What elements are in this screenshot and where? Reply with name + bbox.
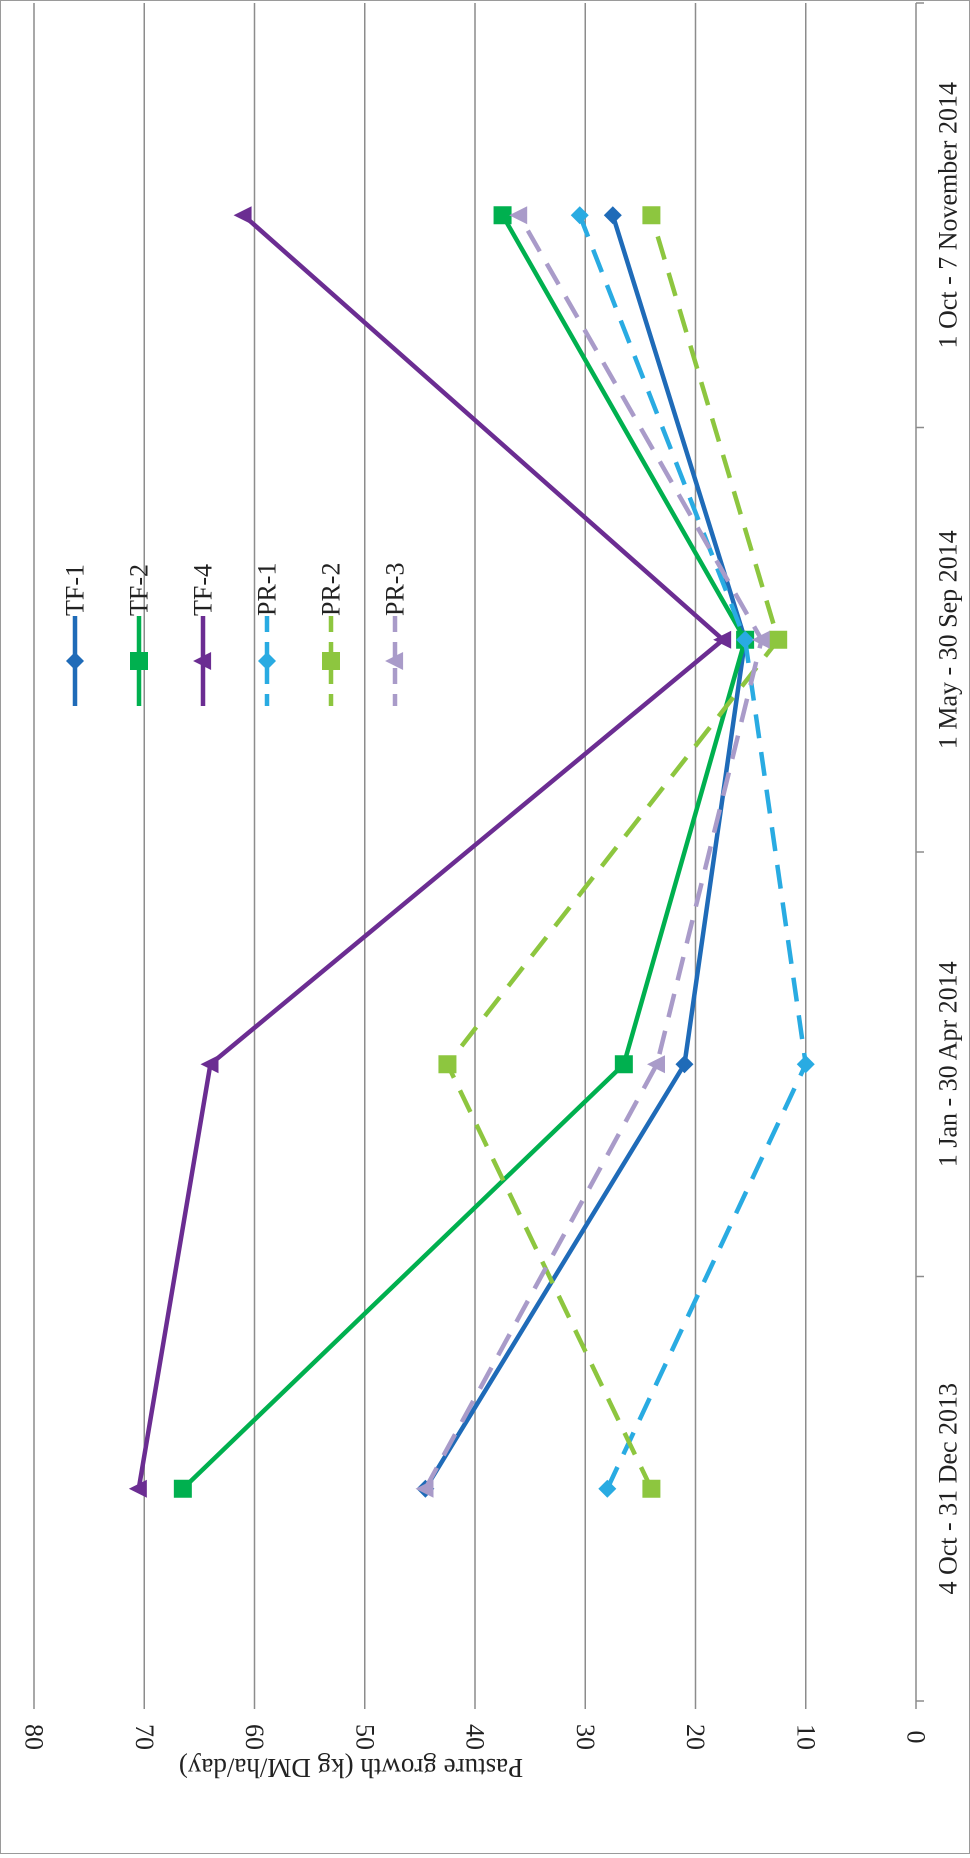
legend-item: PR-2: [317, 563, 346, 706]
data-point: [647, 1055, 666, 1074]
data-point: [493, 206, 512, 225]
legend-label: PR-2: [317, 563, 346, 616]
y-tick-label: 70: [130, 1724, 159, 1750]
data-point: [509, 206, 528, 225]
series-line: [577, 214, 808, 1490]
y-tick-labels: 0 10 20 30 40 50 60 70 80: [20, 1701, 931, 1750]
data-point: [642, 206, 661, 225]
y-tick-label: 80: [20, 1724, 49, 1750]
legend-marker: [193, 652, 212, 670]
data-point: [769, 630, 788, 649]
y-tick-label: 30: [571, 1724, 600, 1750]
legend-item: TF-1: [61, 564, 90, 706]
series-group: [128, 206, 815, 1498]
gridlines: [33, 3, 807, 1701]
legend-label: TF-2: [125, 564, 154, 616]
legend-item: PR-3: [381, 563, 410, 706]
series-tf-4: [128, 206, 732, 1498]
data-point: [713, 630, 732, 649]
series-line: [423, 214, 748, 1490]
legend-marker: [66, 652, 84, 670]
legend-marker: [258, 652, 276, 670]
series-line: [136, 213, 726, 1490]
y-axis-title: Pasture growth (kg DM/ha/day): [179, 1753, 523, 1783]
series-pr-2: [438, 206, 788, 1498]
legend-label: PR-3: [381, 563, 410, 616]
legend-marker: [322, 652, 340, 670]
series-line: [181, 214, 748, 1491]
series-line: [423, 214, 764, 1490]
x-category-labels: 4 Oct - 31 Dec 2013 1 Jan - 30 Apr 2014 1 …: [934, 82, 963, 1595]
x-category-label: 1 Oct - 7 November 2014: [934, 82, 963, 348]
data-point: [173, 1479, 192, 1498]
category-ticks: [916, 2, 924, 1702]
data-point: [736, 630, 755, 649]
legend-label: PR-1: [253, 563, 282, 616]
x-category-label: 1 May - 30 Sep 2014: [934, 530, 963, 749]
legend-marker: [385, 652, 404, 670]
legend-item: TF-4: [189, 564, 218, 706]
legend-label: TF-4: [189, 564, 218, 616]
data-point: [603, 206, 622, 225]
legend-item: TF-2: [125, 564, 154, 706]
y-tick-label: 40: [461, 1724, 490, 1750]
data-point: [642, 1479, 661, 1498]
data-point: [438, 1055, 457, 1074]
data-point: [751, 630, 770, 649]
series-line: [445, 214, 781, 1490]
legend: TF-1 TF-2 TF-4 PR-1 PR-2 PR-3: [61, 563, 410, 706]
y-tick-label: 20: [681, 1724, 710, 1750]
data-point: [675, 1055, 694, 1074]
series-pr-1: [570, 206, 815, 1498]
data-point: [614, 1055, 633, 1074]
data-point: [570, 206, 589, 225]
y-tick-label: 0: [902, 1731, 931, 1744]
x-category-label: 4 Oct - 31 Dec 2013: [934, 1383, 963, 1595]
data-point: [233, 206, 252, 225]
y-tick-label: 60: [240, 1724, 269, 1750]
data-point: [128, 1479, 147, 1498]
data-point: [598, 1479, 617, 1498]
series-pr-3: [415, 206, 770, 1498]
data-point: [415, 1479, 434, 1498]
legend-marker: [130, 652, 148, 670]
legend-item: PR-1: [253, 563, 282, 706]
x-category-label: 1 Jan - 30 Apr 2014: [934, 961, 963, 1167]
y-tick-label: 10: [791, 1724, 820, 1750]
y-tick-label: 50: [350, 1724, 379, 1750]
legend-label: TF-1: [61, 564, 90, 616]
data-point: [796, 1055, 815, 1074]
data-point: [200, 1055, 219, 1074]
